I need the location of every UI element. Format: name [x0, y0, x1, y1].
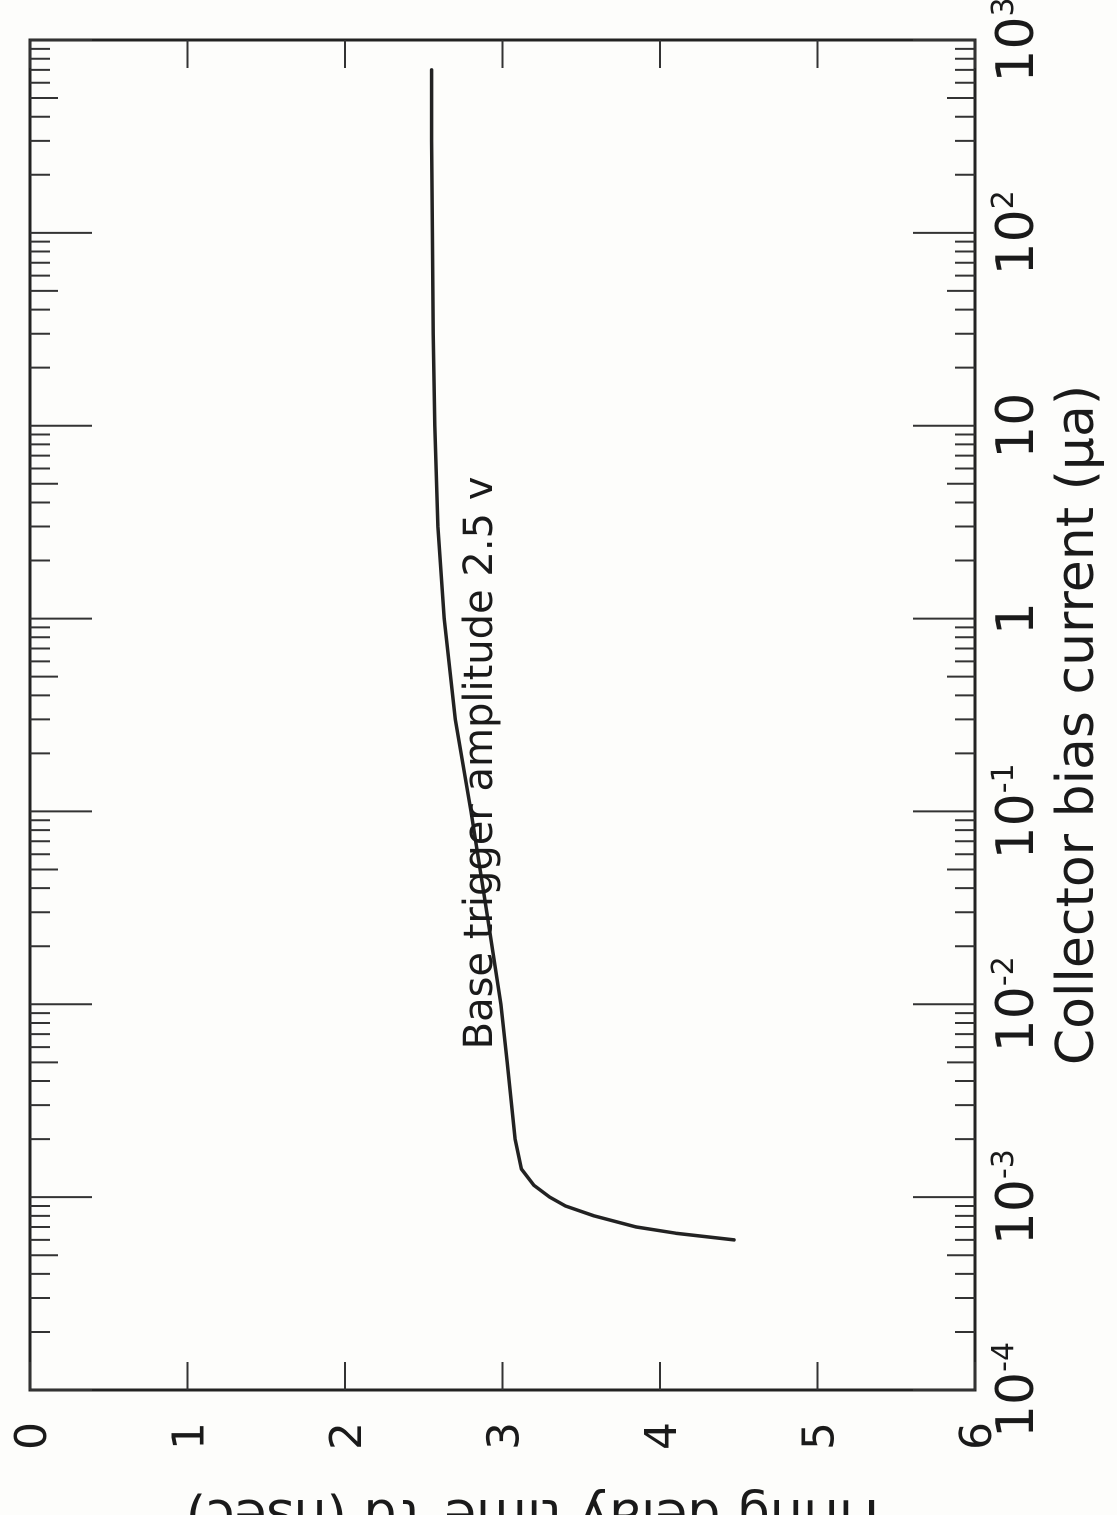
y-tick-label: 6 — [951, 1422, 1002, 1450]
x-tick-label: 10-4 — [986, 1342, 1046, 1438]
y-tick-label: 1 — [164, 1422, 215, 1450]
y-tick-label: 3 — [479, 1422, 530, 1450]
series-line — [429, 68, 736, 1242]
y-tick-label: 2 — [321, 1422, 372, 1450]
plot-frame — [28, 38, 977, 1392]
x-tick-label: 1 — [986, 602, 1046, 635]
x-tick-label: 10-1 — [986, 763, 1046, 859]
x-tick-label: 10 — [986, 393, 1046, 459]
tick-marks — [29, 39, 976, 1391]
y-tick-label: 0 — [6, 1422, 57, 1450]
x-tick-label: 103 — [986, 0, 1046, 83]
y-tick-label: 4 — [636, 1422, 687, 1450]
x-tick-label: 102 — [986, 190, 1046, 275]
y-tick-label: 5 — [794, 1422, 845, 1450]
x-tick-label: 10-3 — [986, 1149, 1046, 1245]
x-tick-label: 10-2 — [986, 956, 1046, 1052]
y-axis-title: Firing delay time τd (nsec) — [186, 1487, 880, 1515]
curve-annotation: Base trigger amplitude 2.5 v — [456, 477, 502, 1050]
x-axis-title: Collector bias current (μa) — [1046, 385, 1106, 1065]
